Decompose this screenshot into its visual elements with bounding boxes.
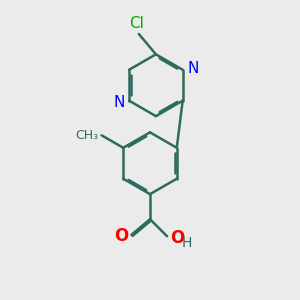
Text: O: O [171, 229, 185, 247]
Text: CH₃: CH₃ [75, 129, 98, 142]
Text: H: H [181, 236, 192, 250]
Text: O: O [114, 227, 129, 245]
Text: N: N [187, 61, 199, 76]
Text: Cl: Cl [129, 16, 144, 31]
Text: N: N [113, 95, 125, 110]
